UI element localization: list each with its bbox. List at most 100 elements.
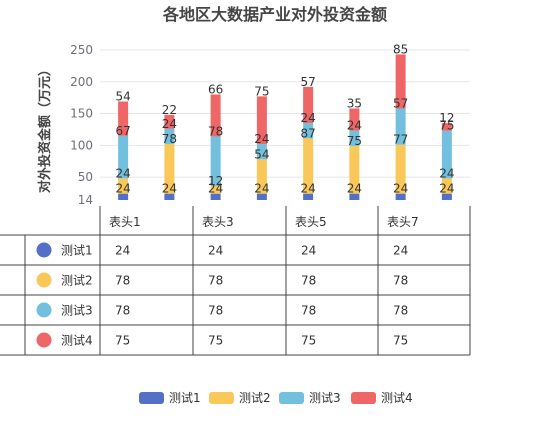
bar-segment [441,193,452,200]
data-label: 12 [208,174,223,188]
bar-segment [349,193,360,200]
data-label: 78 [162,132,177,146]
data-label: 24 [115,166,130,180]
y-tick-label: 50 [78,170,93,184]
row-label: 测试4 [61,333,93,348]
row-label: 测试2 [61,273,93,288]
row-color-dot [36,332,52,348]
bar-segment [164,144,175,194]
data-label: 35 [347,96,362,110]
row-color-dot [36,272,52,288]
data-label: 57 [300,75,315,89]
table-header: 表头3 [202,215,234,229]
table-cell: 78 [393,274,408,288]
data-label: 24 [439,166,454,180]
bar-segment [118,101,129,136]
y-tick-label: 150 [70,107,93,121]
row-label: 测试3 [61,303,93,318]
y-tick-label: 14 [78,193,93,207]
table-cell: 24 [393,244,408,258]
data-label: 78 [208,124,223,138]
table-header: 表头7 [387,215,419,229]
bar-segment [118,135,129,179]
bar-segment [256,144,267,160]
table-cell: 24 [115,244,130,258]
bar-segment [256,159,267,194]
data-label: 85 [393,42,408,56]
y-tick-label: 250 [70,43,93,57]
data-label: 87 [300,126,315,140]
legend-label: 测试3 [309,390,341,405]
bar-segment [395,108,406,145]
bar-segment [395,144,406,194]
data-label: 12 [439,111,454,125]
y-tick-label: 200 [70,75,93,89]
legend-label: 测试4 [381,390,413,405]
bar-segment [303,86,314,124]
legend-swatch [351,392,376,404]
bar-segment [210,186,221,194]
data-label: 24 [439,182,454,196]
legend-swatch [139,392,164,404]
bar-segment [303,123,314,139]
legend-label: 测试2 [239,390,271,405]
data-label: 67 [115,124,130,138]
bar-segment [210,193,221,200]
bar-segment [395,193,406,200]
data-label: 75 [254,84,269,98]
bar-segment [118,178,129,194]
bar-segment [441,130,452,179]
legend-swatch [279,392,304,404]
table-cell: 75 [208,334,223,348]
table-cell: 24 [208,244,223,258]
table-cell: 78 [115,274,130,288]
bar-segment [441,178,452,194]
row-color-dot [36,242,52,258]
bar-segment [349,130,360,146]
bar-segment [349,145,360,194]
row-label: 测试1 [61,243,93,258]
table-cell: 75 [393,334,408,348]
y-axis-label: 对外投资金额（万元） [37,63,53,193]
legend-swatch [209,392,234,404]
bar-segment [441,123,452,131]
bar-segment [349,108,360,131]
data-label: 54 [115,89,130,103]
data-label: 24 [347,182,362,196]
data-label: 75 [347,134,362,148]
data-label: 54 [254,147,269,161]
table-cell: 78 [115,304,130,318]
table-cell: 78 [208,304,223,318]
grid-lines [100,49,470,178]
table-cell: 75 [115,334,130,348]
row-color-dot [36,302,52,318]
bar-segment [303,138,314,194]
data-label: 77 [393,133,408,147]
data-label: 66 [208,82,223,96]
bar-segment [303,193,314,200]
table-cell: 24 [301,244,316,258]
legend: 测试1 测试2 测试3 测试4 [139,390,413,405]
bar-segment [210,136,221,187]
bar-segment [395,54,406,109]
data-table: 表头1 表头3 表头5 表头7 测试1 24 24 24 24 测试2 78 78 78 78 测试3 78 7… [0,206,471,356]
table-cell: 78 [301,304,316,318]
table-cell: 78 [208,274,223,288]
data-label: 75 [439,119,454,133]
data-label: 24 [347,119,362,133]
bar-segment [164,114,175,129]
data-label: 24 [162,117,177,131]
table-cell: 78 [301,274,316,288]
legend-label: 测试1 [169,390,201,405]
bar-segment [118,193,129,200]
data-label: 22 [162,103,177,117]
bars [118,54,452,200]
table-cell: 78 [393,304,408,318]
data-label: 24 [254,132,269,146]
data-label: 57 [393,96,408,110]
table-header: 表头5 [295,215,327,229]
chart-title: 各地区大数据产业对外投资金额 [162,5,387,24]
bar-segment [164,128,175,145]
